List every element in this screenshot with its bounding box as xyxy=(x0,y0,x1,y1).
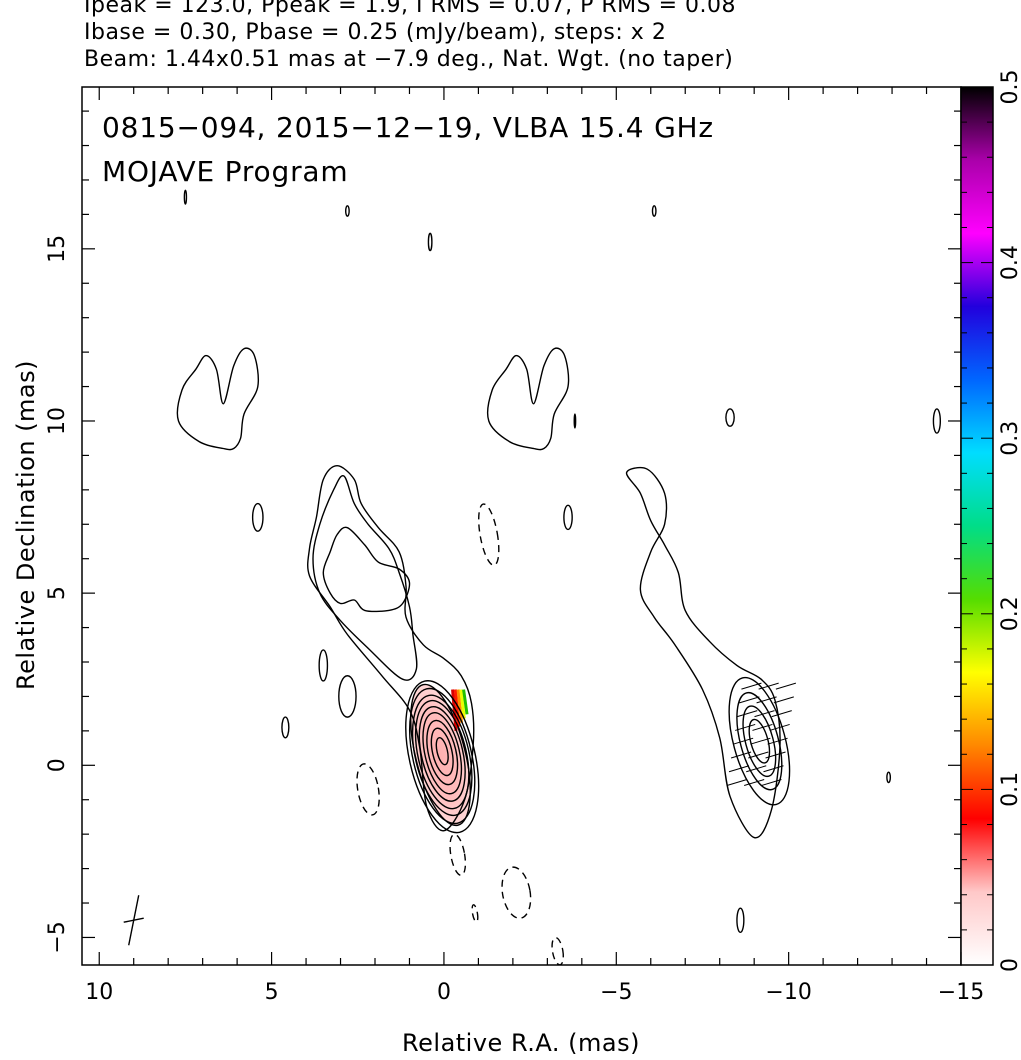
noise-contour xyxy=(651,205,657,217)
pol-core-contour xyxy=(728,676,791,806)
colorbar-tick-label: 0.4 xyxy=(998,245,1021,280)
evpa-stick xyxy=(767,737,788,745)
evpa-stick xyxy=(769,723,790,731)
noise-contour xyxy=(318,649,329,682)
core-contour xyxy=(418,705,466,802)
evpa-stick xyxy=(752,723,773,731)
colorbar xyxy=(960,86,994,966)
x-tick-label: 10 xyxy=(85,980,113,1005)
noise-contour xyxy=(886,771,892,784)
polarization-color-streak xyxy=(462,689,469,715)
colorbar-tick-label: 0 xyxy=(998,958,1021,972)
core-contour xyxy=(430,727,454,777)
y-tick-label: 15 xyxy=(45,235,70,263)
noise-contour xyxy=(338,675,357,718)
x-tick-label: −5 xyxy=(600,980,632,1005)
negative-contour xyxy=(449,833,467,876)
colorbar-tick-label: 0.5 xyxy=(998,70,1021,105)
noise-contour xyxy=(563,504,573,531)
negative-contour xyxy=(356,763,380,816)
core-contour xyxy=(435,736,449,766)
polarization-color-streak xyxy=(451,689,458,731)
noise-contour xyxy=(281,716,290,739)
evpa-stick xyxy=(754,710,775,718)
evpa-stick xyxy=(744,779,765,786)
noise-contour xyxy=(573,413,577,429)
header-line-1: Ipeak = 123.0, Ppeak = 1.9, I RMS = 0.07… xyxy=(84,0,736,18)
pol-feature-contour xyxy=(487,347,570,451)
evpa-stick xyxy=(741,682,762,690)
pol-core-contour xyxy=(736,691,783,791)
evpa-stick xyxy=(771,710,792,718)
negative-contour xyxy=(478,503,500,566)
y-tick-label: −5 xyxy=(45,921,70,953)
y-axis-label: Relative Declination (mas) xyxy=(12,359,40,691)
core-contour xyxy=(426,719,459,786)
evpa-stick xyxy=(763,765,784,773)
jet-contour-inner xyxy=(322,526,411,613)
noise-contour xyxy=(427,232,433,252)
evpa-stick xyxy=(730,751,752,759)
core-contour xyxy=(411,694,473,817)
jet-contour-outer xyxy=(307,464,475,832)
negative-contour xyxy=(551,936,565,966)
x-tick-label: −10 xyxy=(765,980,811,1005)
noise-contour xyxy=(736,907,745,934)
evpa-stick xyxy=(726,779,748,786)
evpa-stick xyxy=(735,723,756,731)
noise-contour xyxy=(725,408,735,427)
contour-layer xyxy=(123,189,942,966)
colorbar-tick-label: 0.2 xyxy=(998,596,1021,631)
evpa-stick xyxy=(748,751,769,759)
evpa-stick xyxy=(737,710,758,718)
y-tick-label: 0 xyxy=(45,758,70,772)
evpa-stick xyxy=(775,682,797,690)
evpa-stick xyxy=(728,765,750,773)
x-tick-label: 5 xyxy=(265,980,279,1005)
evpa-stick xyxy=(765,751,786,759)
source-title: 0815−094, 2015−12−19, VLBA 15.4 GHz xyxy=(102,111,714,144)
header-line-2: Ibase = 0.30, Pbase = 0.25 (mJy/beam), s… xyxy=(84,20,667,45)
noise-contour xyxy=(183,189,188,205)
beam-minor-axis xyxy=(123,917,144,923)
evpa-stick xyxy=(746,765,767,773)
x-axis-label: Relative R.A. (mas) xyxy=(402,1029,640,1057)
header-line-3: Beam: 1.44x0.51 mas at −7.9 deg., Nat. W… xyxy=(84,47,734,72)
program-label: MOJAVE Program xyxy=(102,155,349,188)
evpa-stick xyxy=(756,696,777,704)
core-contour xyxy=(405,680,480,834)
core-contour xyxy=(409,687,476,825)
plot-frame xyxy=(81,86,962,966)
negative-contour xyxy=(501,866,532,919)
polarization-color-streak xyxy=(456,689,464,723)
evpa-stick xyxy=(758,682,779,690)
y-tick-label: 10 xyxy=(45,407,70,435)
y-tick-label: 5 xyxy=(45,586,70,600)
evpa-stick xyxy=(750,737,771,745)
x-tick-label: −15 xyxy=(938,980,984,1005)
evpa-stick xyxy=(773,696,794,704)
axis-ticks: 10 5 0 −5 −10 −15 −5 0 5 10 15 0 0.1 0.2 0.3 0.4 0.5 xyxy=(45,70,1021,1006)
pol-core-contour xyxy=(742,705,777,778)
evpa-stick xyxy=(761,779,782,786)
noise-contour xyxy=(344,205,350,217)
colorbar-tick-label: 0.1 xyxy=(998,772,1021,807)
feature-contour xyxy=(176,347,260,451)
evpa-stick xyxy=(733,737,754,745)
x-tick-label: 0 xyxy=(437,980,451,1005)
colorbar-tick-label: 0.3 xyxy=(998,421,1021,456)
noise-contour xyxy=(932,408,942,434)
pol-jet-contour xyxy=(625,466,781,839)
core-contour xyxy=(422,712,463,795)
polarization-color-streak xyxy=(459,689,466,719)
core-contour xyxy=(414,699,470,810)
evpa-stick xyxy=(739,696,760,704)
negative-contour xyxy=(471,904,479,923)
jet-contour-mid xyxy=(312,475,418,681)
noise-contour xyxy=(251,502,264,532)
